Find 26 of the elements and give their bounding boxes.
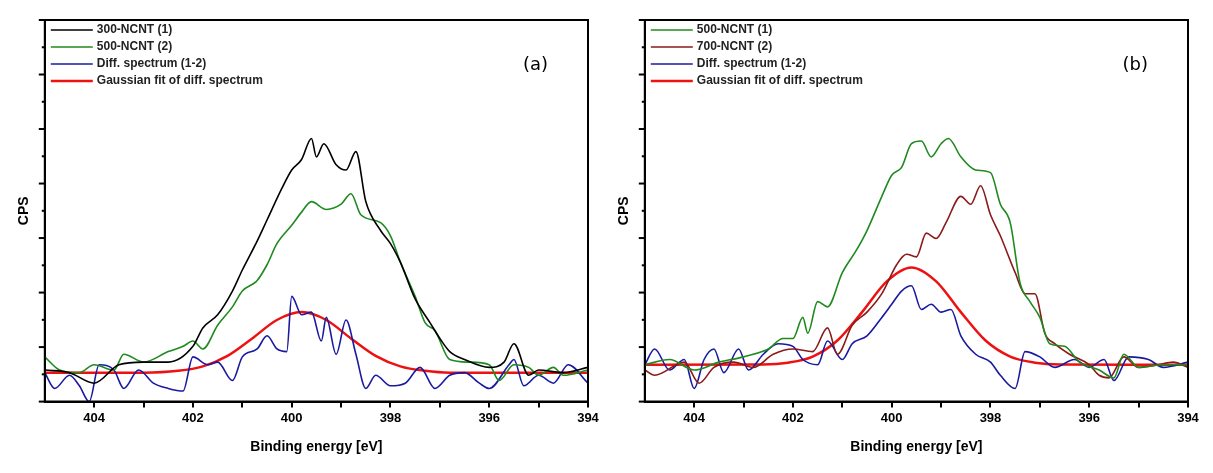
legend-label: Gaussian fit of diff. spectrum [96, 73, 263, 88]
x-tick-label: 402 [182, 409, 204, 425]
legend-label: 300-NCNT (1) [96, 22, 173, 37]
text: (b) [1122, 52, 1148, 74]
text: (a) [522, 52, 548, 74]
x-tick-label: 400 [280, 409, 303, 425]
legend-label: 700-NCNT (2) [696, 39, 773, 54]
legend-label: Diff. spectrum (1-2) [96, 56, 207, 71]
legend-label: 500-NCNT (1) [696, 22, 773, 37]
y-axis-title: CPS [15, 196, 32, 226]
legend-label: Diff. spectrum (1-2) [696, 56, 807, 71]
x-axis-title: Binding energy [eV] [250, 438, 383, 455]
legend-label: Gaussian fit of diff. spectrum [696, 73, 863, 88]
x-tick-label: 402 [782, 409, 804, 425]
legend-label: 500-NCNT (2) [96, 39, 173, 54]
x-tick-label: 396 [478, 409, 501, 425]
x-tick-label: 394 [577, 409, 600, 425]
x-tick-label: 398 [979, 409, 1002, 425]
x-tick-label: 396 [1078, 409, 1101, 425]
y-axis-title: CPS [615, 196, 632, 226]
x-tick-label: 394 [1177, 409, 1200, 425]
x-tick-label: 404 [83, 409, 106, 425]
x-tick-label: 400 [880, 409, 903, 425]
x-tick-label: 398 [379, 409, 402, 425]
x-tick-label: 404 [683, 409, 706, 425]
x-axis-title: Binding energy [eV] [850, 438, 983, 455]
